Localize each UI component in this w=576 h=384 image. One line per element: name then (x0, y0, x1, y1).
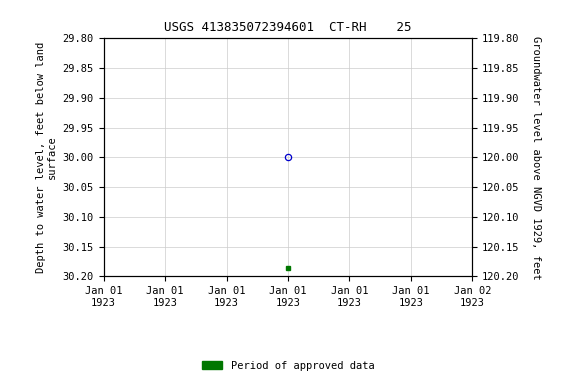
Y-axis label: Depth to water level, feet below land
surface: Depth to water level, feet below land su… (36, 42, 57, 273)
Legend: Period of approved data: Period of approved data (198, 357, 378, 375)
Y-axis label: Groundwater level above NGVD 1929, feet: Groundwater level above NGVD 1929, feet (530, 36, 541, 279)
Title: USGS 413835072394601  CT-RH    25: USGS 413835072394601 CT-RH 25 (164, 22, 412, 35)
